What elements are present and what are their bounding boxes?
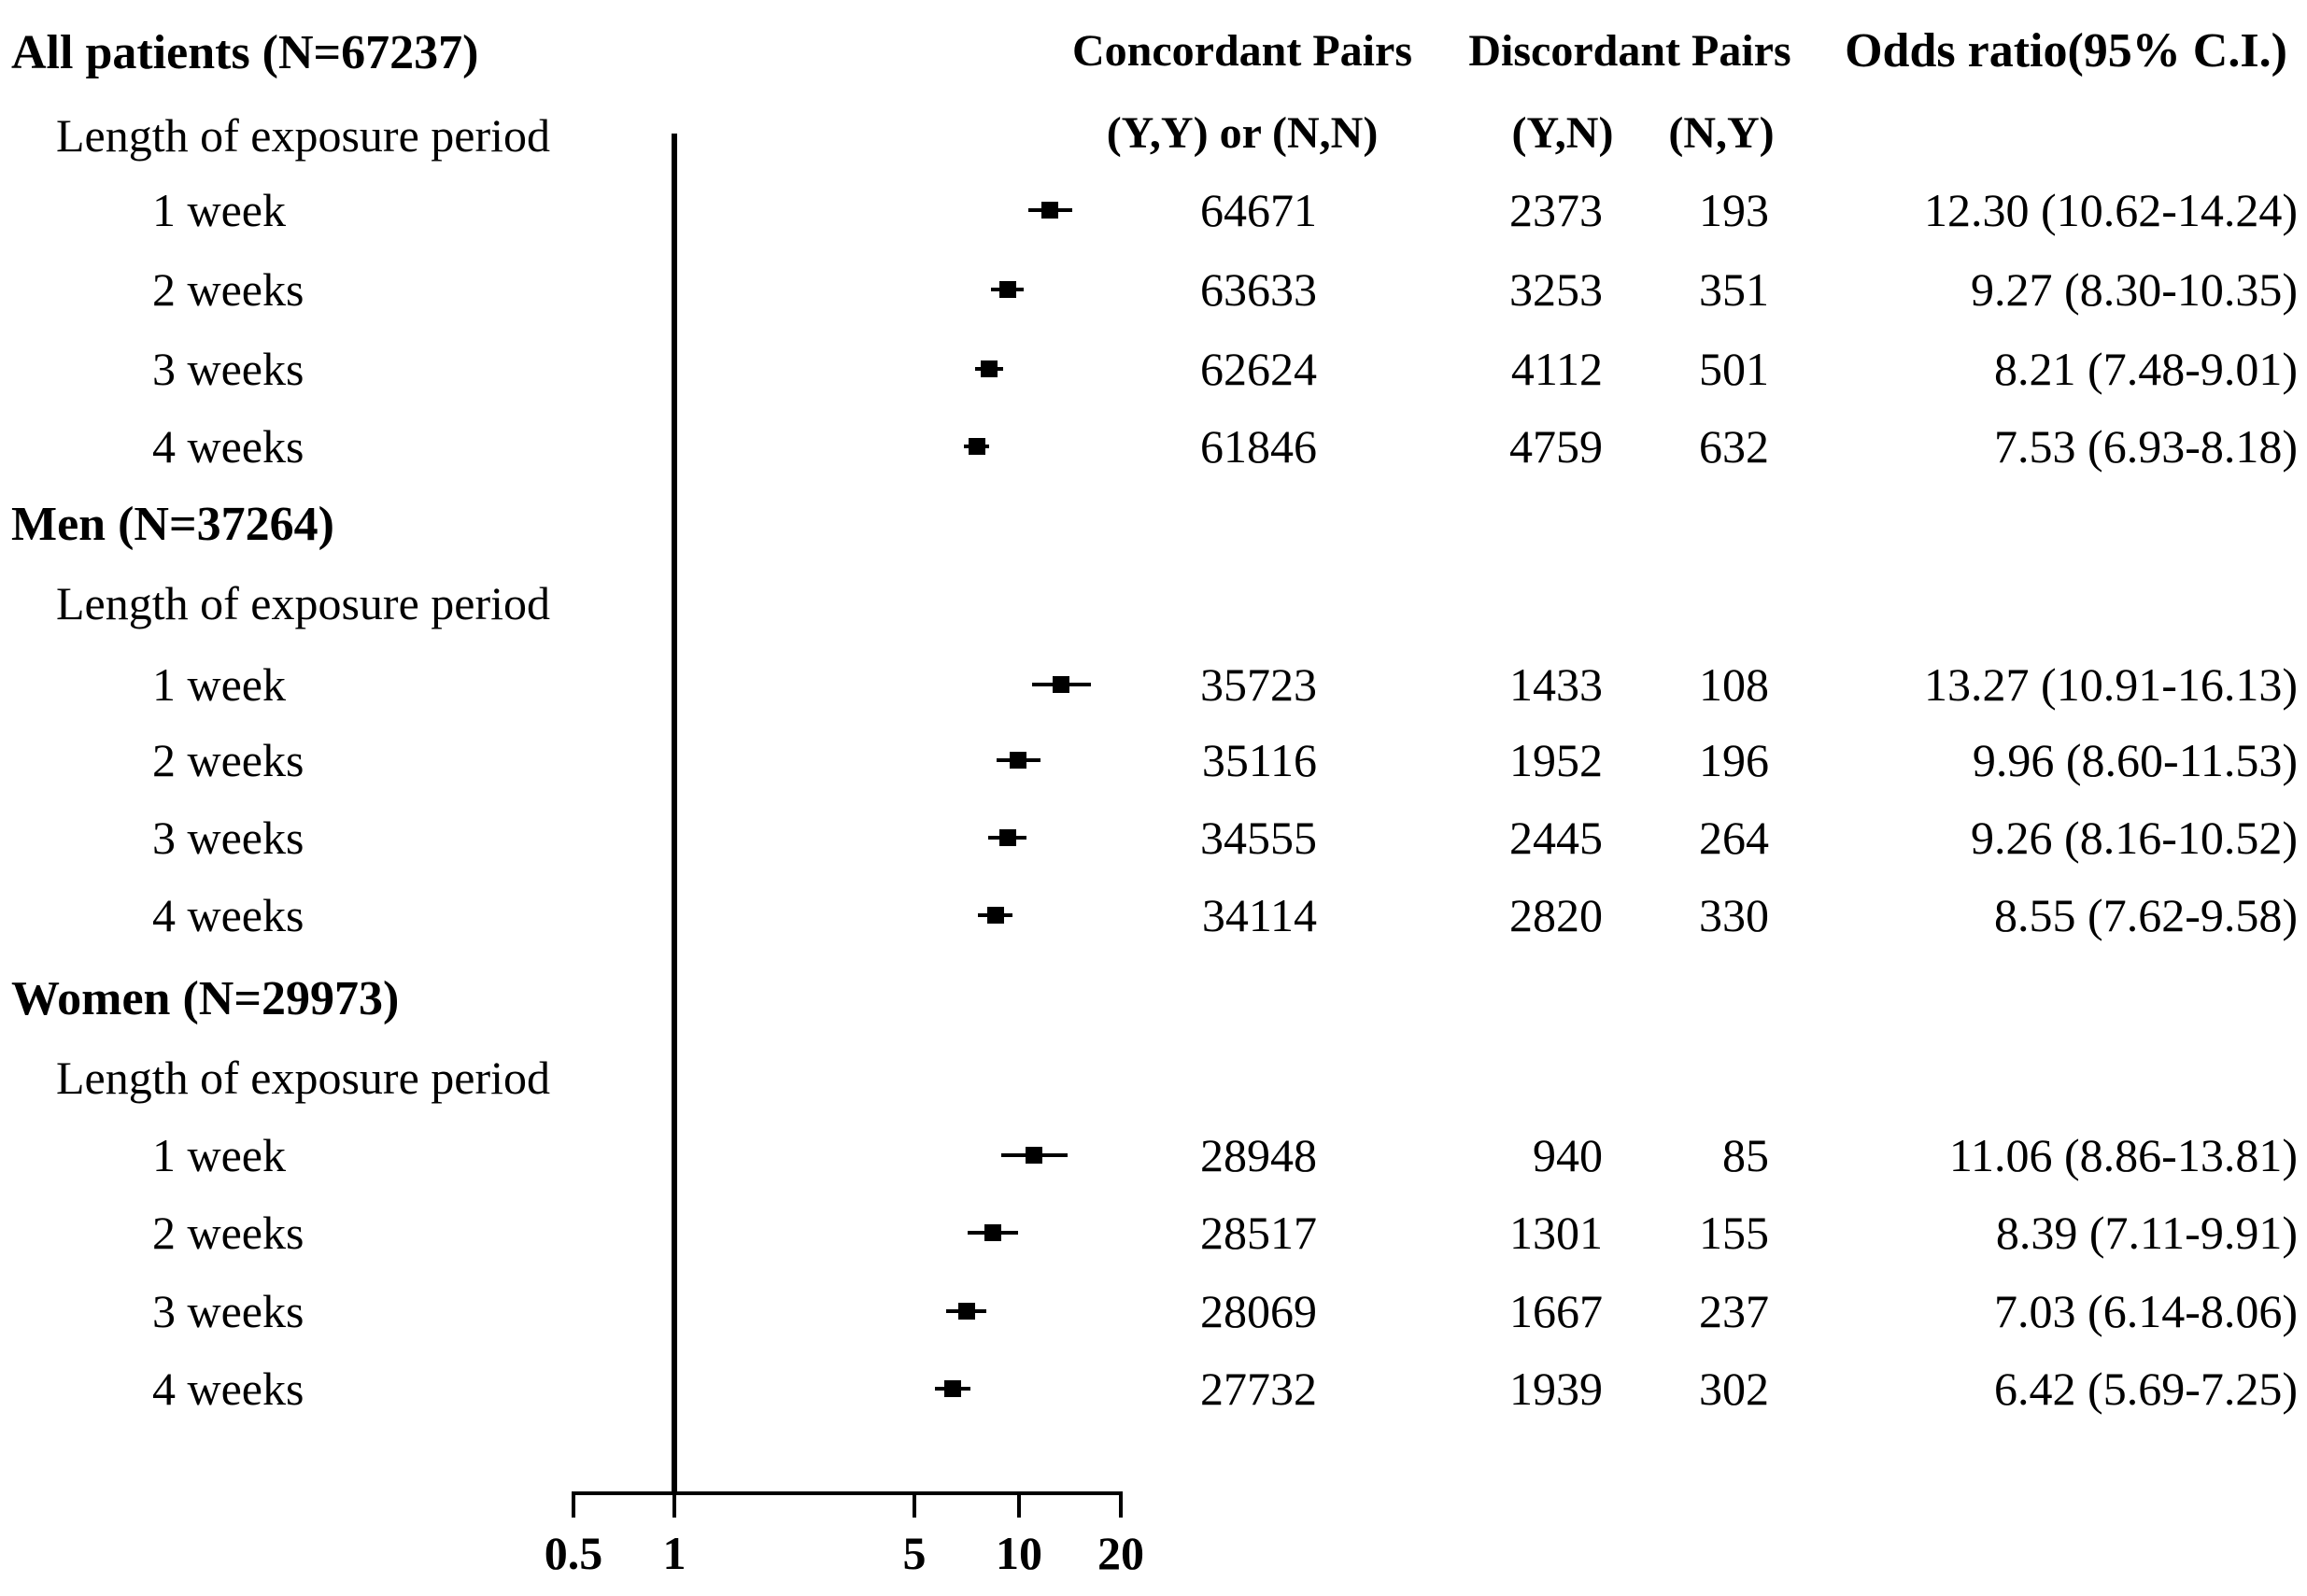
discordant-ny-value: 193: [1699, 184, 1769, 236]
discordant-yn-value: 2445: [1509, 812, 1603, 864]
discordant-yn-value: 2820: [1509, 889, 1603, 941]
axis-tick-1: [672, 1491, 676, 1518]
group-title-men: Men (N=37264): [11, 498, 334, 551]
odds-ratio-value: 13.27 (10.91-16.13): [1924, 658, 2298, 711]
group-title-women: Women (N=29973): [11, 972, 400, 1025]
column-header-odds-ratio: Odds ratio(95% C.I.): [1845, 24, 2287, 78]
concordant-value: 35116: [1201, 734, 1317, 786]
discordant-ny-value: 330: [1699, 889, 1769, 941]
or-point-marker: [943, 1380, 961, 1397]
row-label: 3 weeks: [152, 1285, 304, 1337]
concordant-value: 28948: [1200, 1129, 1317, 1181]
discordant-yn-value: 1667: [1509, 1285, 1603, 1337]
axis-tick-label-0-5: 0.5: [544, 1527, 603, 1579]
axis-tick-5: [913, 1491, 916, 1518]
discordant-yn-value: 4759: [1509, 420, 1603, 473]
discordant-ny-value: 196: [1699, 734, 1769, 786]
axis-tick-label-10: 10: [996, 1527, 1042, 1579]
row-label: 2 weeks: [152, 734, 304, 786]
row-label: 3 weeks: [152, 812, 304, 864]
odds-ratio-value: 11.06 (8.86-13.81): [1948, 1129, 2298, 1181]
discordant-yn-value: 3253: [1509, 263, 1603, 316]
discordant-ny-value: 85: [1722, 1129, 1769, 1181]
x-axis-line: [573, 1491, 1123, 1495]
or-point-marker: [957, 1303, 975, 1320]
or-point-marker: [998, 281, 1016, 298]
exposure-period-header: Length of exposure period: [56, 1052, 551, 1104]
odds-ratio-value: 8.55 (7.62-9.58): [1994, 889, 2298, 941]
column-subheader-yy-nn: (Y,Y) or (N,N): [1106, 108, 1379, 158]
axis-tick-label-1: 1: [662, 1527, 686, 1579]
row-label: 1 week: [152, 1129, 286, 1181]
odds-ratio-value: 8.21 (7.48-9.01): [1994, 343, 2298, 395]
discordant-ny-value: 501: [1699, 343, 1769, 395]
discordant-yn-value: 1952: [1509, 734, 1603, 786]
discordant-yn-value: 2373: [1509, 184, 1603, 236]
odds-ratio-value: 6.42 (5.69-7.25): [1994, 1363, 2298, 1415]
discordant-ny-value: 155: [1699, 1207, 1769, 1259]
row-label: 3 weeks: [152, 343, 304, 395]
discordant-yn-value: 1301: [1509, 1207, 1603, 1259]
odds-ratio-value: 12.30 (10.62-14.24): [1924, 184, 2298, 236]
discordant-ny-value: 264: [1699, 812, 1769, 864]
concordant-value: 64671: [1200, 184, 1317, 236]
or-point-marker: [1026, 1147, 1043, 1164]
concordant-value: 61846: [1200, 420, 1317, 473]
column-subheader-yn: (Y,N): [1511, 108, 1614, 158]
odds-ratio-value: 9.27 (8.30-10.35): [1971, 263, 2298, 316]
axis-tick-20: [1119, 1491, 1123, 1518]
row-label: 2 weeks: [152, 1207, 304, 1259]
row-label: 2 weeks: [152, 263, 304, 316]
concordant-value: 34555: [1200, 812, 1317, 864]
odds-ratio-value: 8.39 (7.11-9.91): [1995, 1207, 2298, 1259]
or-point-marker: [1010, 752, 1027, 769]
column-header-discordant-pairs: Discordant Pairs: [1468, 26, 1791, 76]
group-title-all-patients: All patients (N=67237): [11, 26, 479, 79]
discordant-ny-value: 351: [1699, 263, 1769, 316]
odds-ratio-value: 7.53 (6.93-8.18): [1994, 420, 2298, 473]
reference-line-or-1: [672, 134, 677, 1493]
discordant-ny-value: 237: [1699, 1285, 1769, 1337]
concordant-value: 62624: [1200, 343, 1317, 395]
discordant-yn-value: 1433: [1509, 658, 1603, 711]
row-label: 4 weeks: [152, 889, 304, 941]
discordant-yn-value: 4112: [1510, 343, 1603, 395]
or-point-marker: [998, 829, 1016, 846]
discordant-ny-value: 108: [1699, 658, 1769, 711]
axis-tick-label-20: 20: [1097, 1527, 1144, 1579]
odds-ratio-value: 9.96 (8.60-11.53): [1972, 734, 2298, 786]
axis-tick-0-5: [572, 1491, 575, 1518]
or-point-marker: [968, 438, 985, 455]
concordant-value: 34114: [1201, 889, 1317, 941]
or-point-marker: [981, 360, 998, 377]
row-label: 1 week: [152, 184, 286, 236]
row-label: 4 weeks: [152, 420, 304, 473]
concordant-value: 35723: [1200, 658, 1317, 711]
discordant-yn-value: 1939: [1509, 1363, 1603, 1415]
discordant-ny-value: 302: [1699, 1363, 1769, 1415]
axis-tick-10: [1017, 1491, 1021, 1518]
concordant-value: 63633: [1200, 263, 1317, 316]
exposure-period-header: Length of exposure period: [56, 577, 551, 629]
concordant-value: 28517: [1200, 1207, 1317, 1259]
discordant-yn-value: 940: [1533, 1129, 1603, 1181]
odds-ratio-value: 9.26 (8.16-10.52): [1971, 812, 2298, 864]
concordant-value: 27732: [1200, 1363, 1317, 1415]
row-label: 4 weeks: [152, 1363, 304, 1415]
or-point-marker: [1053, 676, 1070, 693]
or-point-marker: [1041, 202, 1059, 219]
exposure-period-header: Length of exposure period: [56, 109, 551, 162]
column-subheader-ny: (N,Y): [1668, 108, 1775, 158]
odds-ratio-value: 7.03 (6.14-8.06): [1994, 1285, 2298, 1337]
axis-tick-label-5: 5: [902, 1527, 927, 1579]
discordant-ny-value: 632: [1699, 420, 1769, 473]
row-label: 1 week: [152, 658, 286, 711]
concordant-value: 28069: [1200, 1285, 1317, 1337]
or-point-marker: [984, 1224, 1001, 1241]
column-header-concordant-pairs: Concordant Pairs: [1072, 26, 1412, 76]
or-point-marker: [986, 907, 1004, 924]
